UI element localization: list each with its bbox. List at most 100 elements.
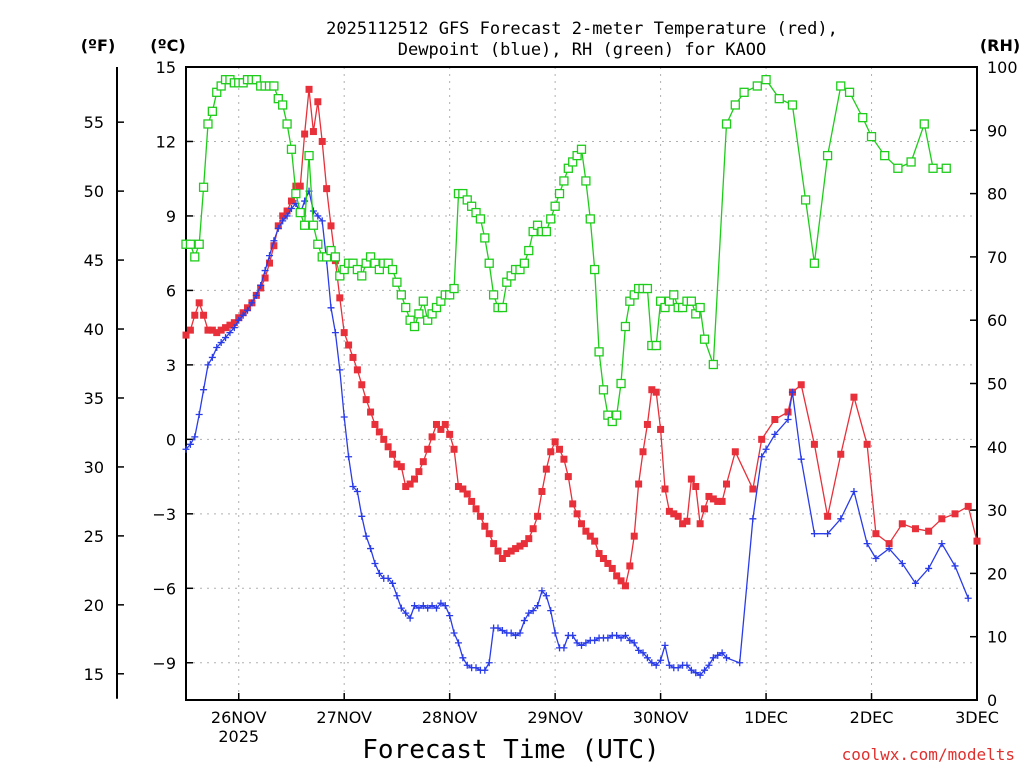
2-meter-temperature-point [723, 480, 731, 488]
2-meter-temperature-point [327, 222, 335, 230]
c-tick-label: 9 [166, 207, 176, 226]
dewpoint-point [481, 666, 489, 674]
2-meter-temperature-point [784, 408, 792, 416]
2-meter-temperature-point [542, 465, 550, 473]
dewpoint-point [639, 649, 647, 657]
dewpoint-point [309, 207, 317, 215]
rh-point [928, 163, 938, 173]
dewpoint-point [621, 631, 629, 639]
rh-tick-label: 20 [987, 564, 1007, 583]
dewpoint-point [261, 267, 269, 275]
x-tick-label: 1DEC [744, 708, 788, 727]
rh-point [669, 290, 679, 300]
rh-point [185, 239, 196, 249]
dewpoint-point [964, 594, 972, 602]
dewpoint-point [411, 602, 419, 610]
2-meter-temperature-point [692, 483, 700, 491]
2-meter-temperature-point [850, 393, 858, 401]
2-meter-temperature-point [437, 425, 445, 433]
2-meter-temperature-point [468, 497, 476, 505]
2-meter-temperature-point [837, 450, 845, 458]
rh-point [576, 144, 587, 154]
dewpoint-point [494, 624, 502, 632]
dewpoint-point [213, 344, 221, 352]
rh-point [836, 81, 846, 91]
dewpoint-point [318, 217, 326, 225]
2-meter-temperature-point [630, 532, 638, 540]
rh-point [387, 264, 398, 275]
2-meter-temperature-point [582, 527, 590, 535]
2-meter-temperature-point [217, 326, 225, 334]
2-meter-temperature-point [371, 420, 379, 428]
dewpoint-point [925, 564, 933, 572]
dewpoint-point [446, 612, 454, 620]
dewpoint-point [824, 530, 832, 538]
2-meter-temperature-point [323, 185, 331, 193]
f-tick-label: 40 [84, 320, 104, 339]
2-meter-temperature-point [560, 455, 568, 463]
2-meter-temperature-point [349, 353, 357, 361]
2-meter-temperature-point [309, 128, 317, 136]
dewpoint-point [617, 634, 625, 642]
rh-line [186, 78, 947, 423]
dewpoint-point [784, 415, 792, 423]
dewpoint-point [402, 609, 410, 617]
2-meter-temperature-point [621, 582, 629, 590]
rh-point [524, 245, 534, 256]
dewpoint-point [450, 629, 458, 637]
rh-point [787, 100, 798, 110]
f-tick-label: 45 [84, 251, 104, 270]
f-tick-label: 50 [84, 182, 104, 201]
dewpoint-point [683, 661, 691, 669]
2-meter-temperature-point [679, 520, 687, 528]
rh-point [612, 410, 622, 420]
dewpoint-point [718, 649, 726, 657]
dewpoint-point [630, 639, 638, 647]
dewpoint-point [463, 661, 471, 669]
axes: −9−6−30369121515202530354045505501020304… [84, 58, 1018, 746]
rh-point [194, 239, 204, 249]
x-tick-label: 29NOV [527, 708, 583, 727]
dewpoint-point [872, 555, 880, 563]
rh-axis-label: (RH) [980, 36, 1020, 55]
2-meter-temperature-point [538, 487, 546, 495]
2-meter-temperature-point [406, 480, 414, 488]
dewpoint-point [898, 559, 906, 567]
rh-point [800, 195, 811, 205]
2-meter-temperature-point [665, 507, 673, 515]
rh-point [497, 302, 508, 313]
rh-point [190, 252, 200, 262]
2-meter-temperature-point [476, 512, 484, 520]
grid-lines [186, 66, 978, 700]
2-meter-temperature-point [301, 130, 309, 138]
2-meter-temperature-point [182, 331, 190, 339]
2-meter-temperature-point [503, 550, 511, 558]
rh-tick-label: 70 [987, 248, 1007, 267]
dewpoint-point [547, 607, 555, 615]
dewpoint-point [252, 291, 260, 299]
dewpoint-point [415, 604, 423, 612]
dewpoint-point [534, 602, 542, 610]
2-meter-temperature-point [547, 448, 555, 456]
2-meter-temperature-point [314, 98, 322, 106]
dewpoint-point [239, 311, 247, 319]
f-tick-label: 30 [84, 458, 104, 477]
dewpoint-point [367, 545, 375, 553]
2-meter-temperature-point [964, 502, 972, 510]
rh-point [488, 290, 499, 300]
2-meter-temperature-point [898, 520, 906, 528]
dewpoint-point [327, 304, 335, 312]
dewpoint-point [406, 614, 414, 622]
dewpoint-point [705, 661, 713, 669]
rh-point [559, 176, 569, 186]
rh-point [299, 220, 310, 230]
dewpoint-point [200, 386, 208, 394]
dewpoint-point [384, 574, 392, 582]
dewpoint-point [701, 666, 709, 674]
2-meter-temperature-point [411, 475, 419, 483]
dewpoint-point [270, 237, 278, 245]
rh-point [651, 340, 661, 351]
rh-series [181, 75, 951, 427]
x-tick-label: 26NOV [211, 708, 267, 727]
c-tick-label: 0 [166, 430, 176, 449]
